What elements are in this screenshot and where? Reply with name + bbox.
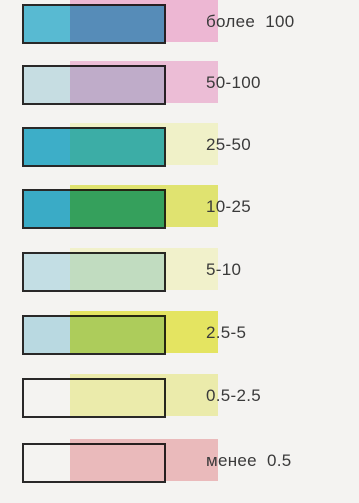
legend-row: 50-100 xyxy=(0,61,359,121)
legend-row: 0.5-2.5 xyxy=(0,374,359,434)
legend-row: менее 0.5 xyxy=(0,439,359,499)
legend-label: 25-50 xyxy=(206,135,251,154)
legend-swatch xyxy=(22,252,166,292)
legend-label: 2.5-5 xyxy=(206,323,247,342)
legend-label: 50-100 xyxy=(206,73,261,92)
legend-swatch xyxy=(22,378,166,418)
legend-swatch xyxy=(22,127,166,167)
legend-row: 5-10 xyxy=(0,248,359,308)
legend-label: 0.5-2.5 xyxy=(206,386,262,405)
legend-row: 2.5-5 xyxy=(0,311,359,371)
legend-swatch xyxy=(22,4,166,44)
legend-swatch xyxy=(22,65,166,105)
legend-label: менее 0.5 xyxy=(206,451,292,470)
legend-swatch xyxy=(22,315,166,355)
legend-label: 5-10 xyxy=(206,260,242,279)
legend-swatch xyxy=(22,189,166,229)
legend-label: 10-25 xyxy=(206,197,251,216)
legend-swatch xyxy=(22,443,166,483)
legend-row: 25-50 xyxy=(0,123,359,183)
legend-row: более 100 xyxy=(0,0,359,60)
legend-label: более 100 xyxy=(206,12,295,31)
legend-row: 10-25 xyxy=(0,185,359,245)
